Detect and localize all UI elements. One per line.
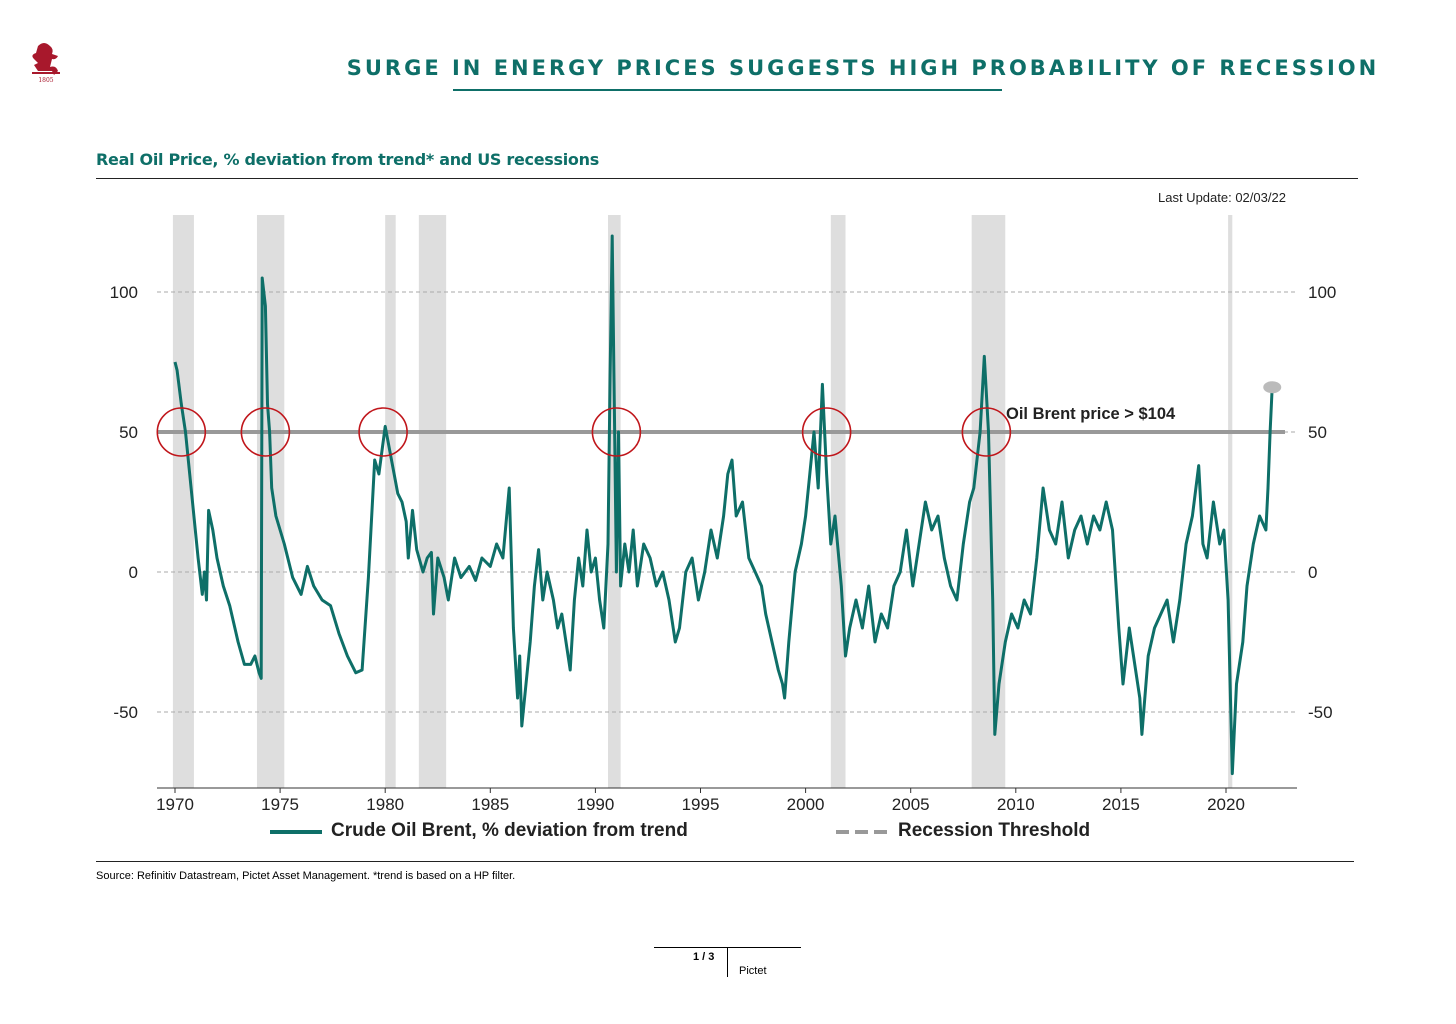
recession-band — [830, 215, 846, 788]
highlight-circle — [358, 407, 408, 457]
y-tick-label-right: -50 — [1308, 703, 1333, 722]
recession-band — [1228, 215, 1233, 788]
highlight-circle — [591, 407, 642, 457]
highlight-circle — [801, 407, 852, 457]
last-point-marker — [1263, 381, 1282, 394]
y-tick-label-left: 100 — [110, 283, 138, 302]
highlight-circle — [240, 407, 291, 457]
y-tick-label-left: 50 — [119, 423, 138, 442]
legend-label-brent: Crude Oil Brent, % deviation from trend — [331, 820, 688, 841]
source-note: Source: Refinitiv Datastream, Pictet Ass… — [96, 870, 516, 882]
highlight-circle — [961, 407, 1012, 457]
x-tick-label: 1980 — [366, 795, 404, 814]
x-tick-label: 1975 — [261, 795, 299, 814]
x-tick-label: 2010 — [997, 795, 1035, 814]
legend-swatch-threshold — [836, 830, 888, 834]
x-tick-label: 2005 — [892, 795, 930, 814]
x-tick-label: 1985 — [471, 795, 509, 814]
y-tick-label-left: -50 — [113, 703, 138, 722]
svg-text:1805: 1805 — [38, 77, 53, 84]
subtitle-rule — [96, 178, 1358, 179]
last-update: Last Update: 02/03/22 — [1158, 190, 1286, 205]
recession-band — [385, 215, 396, 788]
footer-divider — [727, 947, 728, 977]
recession-band — [418, 215, 447, 788]
legend-label-threshold: Recession Threshold — [898, 820, 1091, 841]
highlight-circle — [156, 407, 207, 457]
recession-band — [172, 215, 194, 788]
chart-subtitle: Real Oil Price, % deviation from trend* … — [96, 150, 599, 169]
legend-swatch-brent — [270, 830, 322, 834]
series-line-brent — [173, 234, 1274, 776]
pictet-lion-logo: 1805 — [32, 43, 60, 84]
y-tick-label-left: 0 — [129, 563, 138, 582]
bottom-rule — [96, 861, 1354, 862]
recession-band — [971, 215, 1006, 788]
x-tick-label: 2020 — [1207, 795, 1245, 814]
y-tick-label-right: 0 — [1308, 563, 1317, 582]
x-tick-label: 1990 — [576, 795, 614, 814]
y-tick-label-right: 50 — [1308, 423, 1327, 442]
annotation-brent-price: Oil Brent price > $104 — [1006, 405, 1176, 423]
x-tick-label: 1970 — [156, 795, 194, 814]
y-tick-label-right: 100 — [1308, 283, 1336, 302]
x-tick-label: 2015 — [1102, 795, 1140, 814]
main-title: SURGE IN ENERGY PRICES SUGGESTS HIGH PRO… — [346, 56, 1380, 80]
x-tick-label: 1995 — [682, 795, 720, 814]
title-underline — [453, 89, 1002, 91]
page-number: 1 / 3 — [693, 951, 715, 963]
x-tick-label: 2000 — [787, 795, 825, 814]
footer-brand: Pictet — [739, 965, 767, 977]
